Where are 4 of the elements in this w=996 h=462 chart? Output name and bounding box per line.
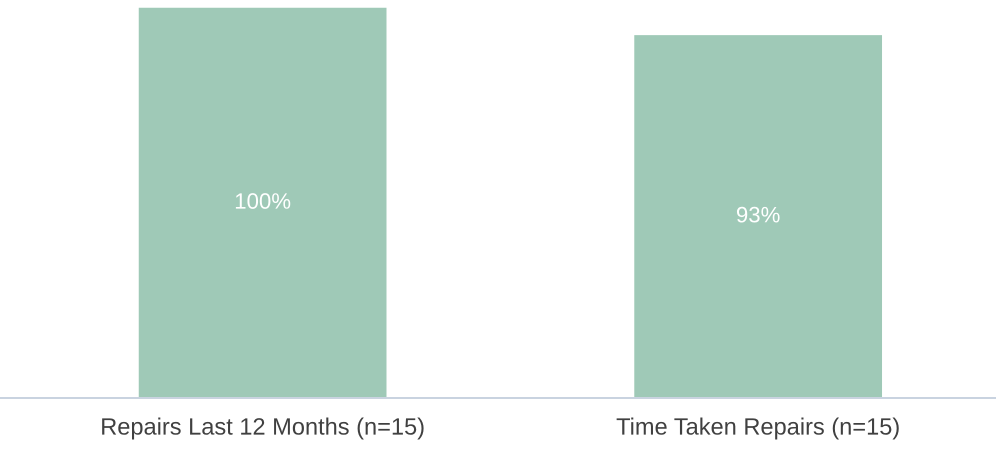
- x-tick-label: Time Taken Repairs (n=15): [616, 417, 899, 440]
- x-tick-label: Repairs Last 12 Months (n=15): [102, 417, 424, 440]
- data-label: 93%: [736, 206, 780, 223]
- data-label: 100%: [236, 193, 290, 209]
